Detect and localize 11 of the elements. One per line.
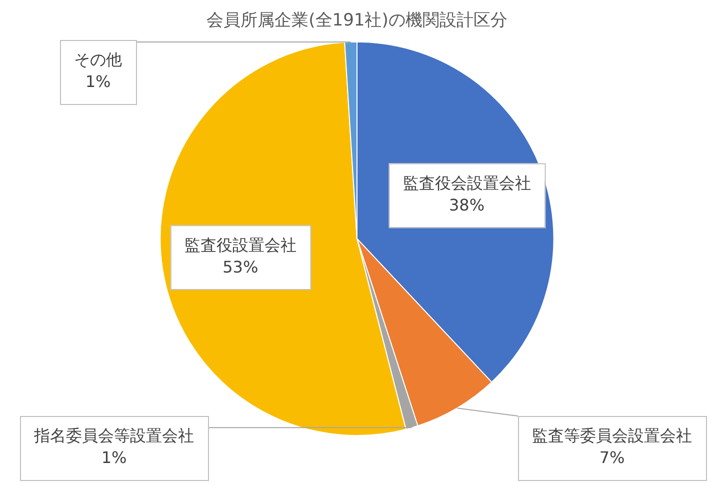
slice-label: 監査等委員会設置会社: [532, 426, 692, 446]
data-label: 7%: [599, 448, 625, 468]
data-label: 38%: [449, 195, 485, 214]
slice-label: その他: [74, 50, 122, 70]
slice-label: 監査役会設置会社: [402, 173, 531, 192]
data-label: 1%: [85, 72, 111, 92]
slice-label: 監査役設置会社: [184, 235, 296, 254]
slice-label: 指名委員会等設置会社: [33, 426, 194, 446]
chart-title: 会員所属企業(全191社)の機関設計区分: [206, 10, 508, 31]
data-label: 53%: [222, 257, 258, 276]
data-label: 1%: [101, 448, 127, 468]
